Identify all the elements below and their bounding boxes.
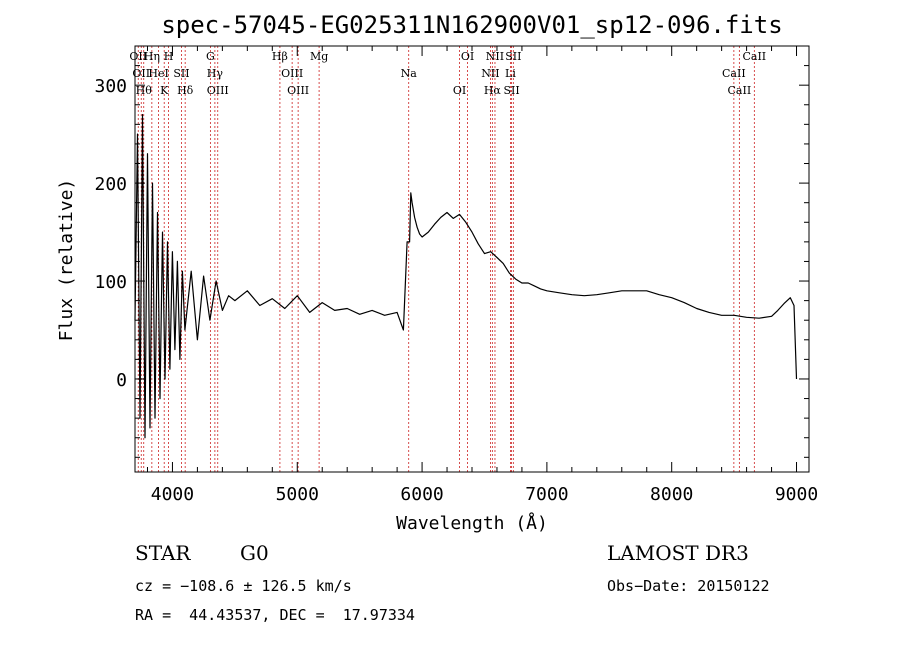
marker-label: SII	[503, 84, 519, 97]
marker-label: G	[206, 50, 215, 63]
x-tick-label: 6000	[400, 484, 443, 505]
x-tick-label: 9000	[775, 484, 818, 505]
redshift-info: cz = −108.6 ± 126.5 km/s	[135, 577, 352, 595]
survey-name: LAMOST DR3	[607, 541, 749, 565]
y-tick-label: 0	[116, 370, 127, 391]
object-subclass: G0	[240, 541, 269, 565]
object-class: STAR	[135, 541, 191, 565]
spectrum-line	[134, 113, 798, 439]
marker-label: OII	[129, 50, 147, 63]
marker-labels: OII OII Hθ Hη HeI K H SII Hδ G Hγ OIII Hβ OIII OIII Mg N…	[129, 50, 766, 97]
marker-label: SII	[173, 67, 189, 80]
x-tick-label: 8000	[650, 484, 693, 505]
x-tick-label: 5000	[276, 484, 319, 505]
x-tick-label: 4000	[151, 484, 194, 505]
x-axis-label: Wavelength (Å)	[396, 512, 548, 534]
marker-label: Hα	[484, 84, 502, 97]
marker-label: Na	[401, 67, 418, 80]
marker-label: Hθ	[136, 84, 153, 97]
marker-label: K	[160, 84, 169, 97]
marker-label: OI	[453, 84, 466, 97]
marker-label: CaII	[742, 50, 766, 63]
marker-label: Mg	[310, 50, 328, 63]
marker-label: OII	[132, 67, 150, 80]
marker-label: Hβ	[272, 50, 288, 63]
marker-label: H	[164, 50, 174, 63]
marker-label: OIII	[287, 84, 309, 97]
marker-label: NII	[481, 67, 499, 80]
marker-label: SII	[505, 50, 521, 63]
marker-label: Hδ	[177, 84, 194, 97]
marker-label: Hγ	[207, 67, 224, 80]
x-tick-label: 7000	[525, 484, 568, 505]
marker-label: CaII	[728, 84, 752, 97]
y-axis-label: Flux (relative)	[56, 179, 77, 342]
marker-label: NII	[486, 50, 504, 63]
y-axis-ticks: 0 100 200 300	[94, 45, 809, 458]
marker-label: Hη	[144, 50, 160, 63]
marker-label: OI	[461, 50, 474, 63]
y-tick-label: 200	[94, 174, 127, 195]
spectrum-series	[134, 113, 798, 439]
marker-label: CaII	[722, 67, 746, 80]
x-axis-ticks: 4000 5000 6000 7000 8000 9000	[146, 46, 818, 505]
marker-label: OIII	[281, 67, 303, 80]
obs-date: Obs−Date: 20150122	[607, 577, 770, 595]
y-tick-label: 300	[94, 76, 127, 97]
y-tick-label: 100	[94, 272, 127, 293]
coordinates: RA = 44.43537, DEC = 17.97334	[135, 606, 415, 624]
marker-label: Li	[505, 67, 516, 80]
marker-label: OIII	[207, 84, 229, 97]
marker-label: HeI	[148, 67, 168, 80]
marker-lines	[137, 46, 755, 472]
chart-title: spec-57045-EG025311N162900V01_sp12-096.f…	[161, 11, 782, 39]
plot-frame	[134, 45, 810, 473]
